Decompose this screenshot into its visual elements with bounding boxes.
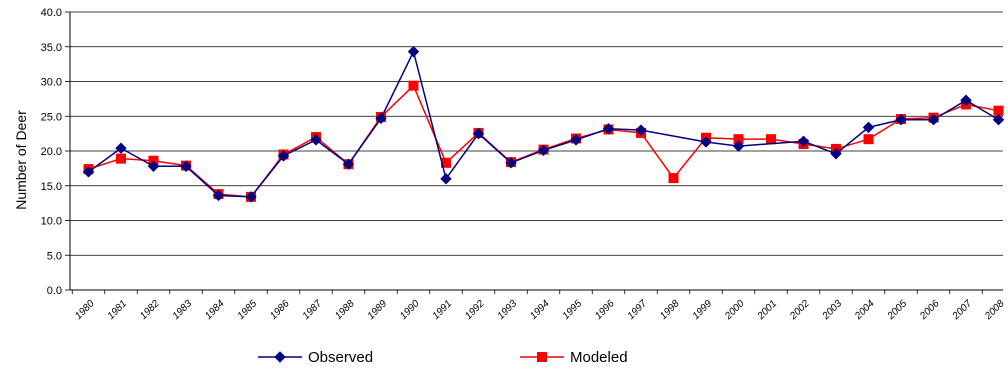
- data-point-observed: [732, 140, 745, 152]
- x-tick-label: 1987: [301, 298, 325, 322]
- x-tick-label: 2000: [722, 298, 747, 323]
- x-tick-label: 1998: [658, 298, 682, 322]
- data-point-observed: [407, 45, 420, 58]
- legend: Observed Modeled: [258, 349, 628, 366]
- x-tick-label: 1997: [626, 298, 650, 322]
- x-tick-label: 2004: [852, 298, 877, 323]
- data-point-observed: [927, 114, 940, 126]
- gridlines: [70, 11, 1003, 291]
- data-point-observed: [180, 160, 192, 172]
- series-line-observed: [88, 49, 999, 198]
- data-point-modeled: [993, 105, 1004, 116]
- data-point-observed: [277, 150, 290, 162]
- x-tick-label: 1994: [528, 298, 552, 322]
- series-observed: [82, 45, 1005, 203]
- data-point-observed: [505, 157, 517, 169]
- x-tick-label: 1986: [268, 298, 292, 322]
- data-point-observed: [472, 127, 485, 140]
- x-tick-label: 1988: [333, 298, 357, 322]
- data-point-modeled: [766, 134, 776, 145]
- y-tick-label: 35.0: [41, 42, 62, 54]
- y-tick-label: 15.0: [41, 181, 62, 193]
- data-point-observed: [115, 142, 127, 154]
- data-point-observed: [862, 121, 875, 134]
- x-tick-label: 1983: [171, 298, 195, 322]
- y-tick-label: 0.0: [47, 285, 62, 297]
- data-point-observed: [212, 189, 225, 202]
- data-point-modeled: [863, 134, 874, 145]
- y-tick-label: 5.0: [47, 250, 62, 262]
- x-tick-label: 2006: [917, 298, 942, 323]
- x-tick-label: 1980: [73, 298, 97, 322]
- legend-label: Observed: [308, 349, 373, 366]
- data-point-observed: [537, 144, 550, 157]
- data-point-observed: [830, 148, 842, 160]
- x-tick-label: 1992: [463, 298, 487, 322]
- y-axis: 0.0 5.0 10.0 15.0 20.0 25.0 30.0 35.0 40.0: [41, 7, 71, 297]
- x-tick-label: 1990: [398, 298, 422, 322]
- data-point-observed: [147, 160, 160, 172]
- legend-item-modeled: Modeled: [520, 349, 628, 366]
- series-layer: [82, 45, 1005, 203]
- data-point-observed: [602, 123, 615, 135]
- data-point-modeled: [668, 173, 679, 184]
- data-point-observed: [342, 158, 355, 170]
- data-point-modeled: [116, 153, 126, 164]
- data-point-observed: [797, 135, 810, 147]
- y-tick-label: 25.0: [41, 111, 62, 123]
- data-point-observed: [895, 114, 907, 126]
- x-tick-label: 2008: [982, 298, 1007, 323]
- x-tick-label: 2007: [950, 298, 975, 323]
- data-point-observed: [700, 136, 712, 148]
- y-axis-label: Number of Deer: [13, 110, 29, 210]
- data-point-observed: [635, 124, 647, 136]
- data-point-observed: [310, 134, 322, 146]
- series-line-modeled: [88, 84, 999, 198]
- x-tick-label: 2002: [787, 298, 812, 323]
- x-tick-label: 1982: [138, 298, 162, 322]
- y-tick-label: 20.0: [41, 146, 62, 158]
- x-axis: 1980 1981 1982 1983 1984 1985 1986 1987 1988 1989…: [70, 289, 1007, 323]
- legend-item-observed: Observed: [258, 349, 373, 366]
- data-point-observed: [245, 191, 257, 203]
- x-tick-label: 2003: [820, 298, 845, 323]
- data-point-observed: [992, 114, 1005, 126]
- x-tick-label: 1989: [366, 298, 390, 322]
- x-tick-label: 1999: [691, 298, 715, 322]
- y-tick-label: 10.0: [41, 216, 62, 228]
- y-tick-label: 30.0: [41, 77, 62, 89]
- legend-marker: [537, 352, 547, 362]
- legend-marker: [274, 351, 286, 363]
- data-point-observed: [960, 94, 972, 106]
- x-tick-label: 1984: [203, 298, 227, 322]
- x-tick-label: 1996: [593, 298, 617, 322]
- y-tick-label: 40.0: [41, 7, 62, 19]
- data-point-observed: [375, 112, 387, 125]
- data-point-modeled: [408, 80, 419, 91]
- x-tick-label: 1985: [236, 298, 260, 322]
- x-tick-label: 1995: [561, 298, 585, 322]
- x-tick-label: 1981: [106, 298, 130, 322]
- x-tick-label: 1991: [431, 298, 455, 322]
- series-modeled: [83, 80, 1004, 202]
- x-tick-label: 2001: [755, 298, 779, 322]
- x-tick-label: 2005: [885, 298, 910, 323]
- x-tick-label: 1993: [496, 298, 520, 322]
- data-point-observed: [440, 173, 452, 185]
- data-point-observed: [82, 166, 95, 178]
- data-point-observed: [570, 134, 582, 146]
- legend-label: Modeled: [570, 349, 628, 366]
